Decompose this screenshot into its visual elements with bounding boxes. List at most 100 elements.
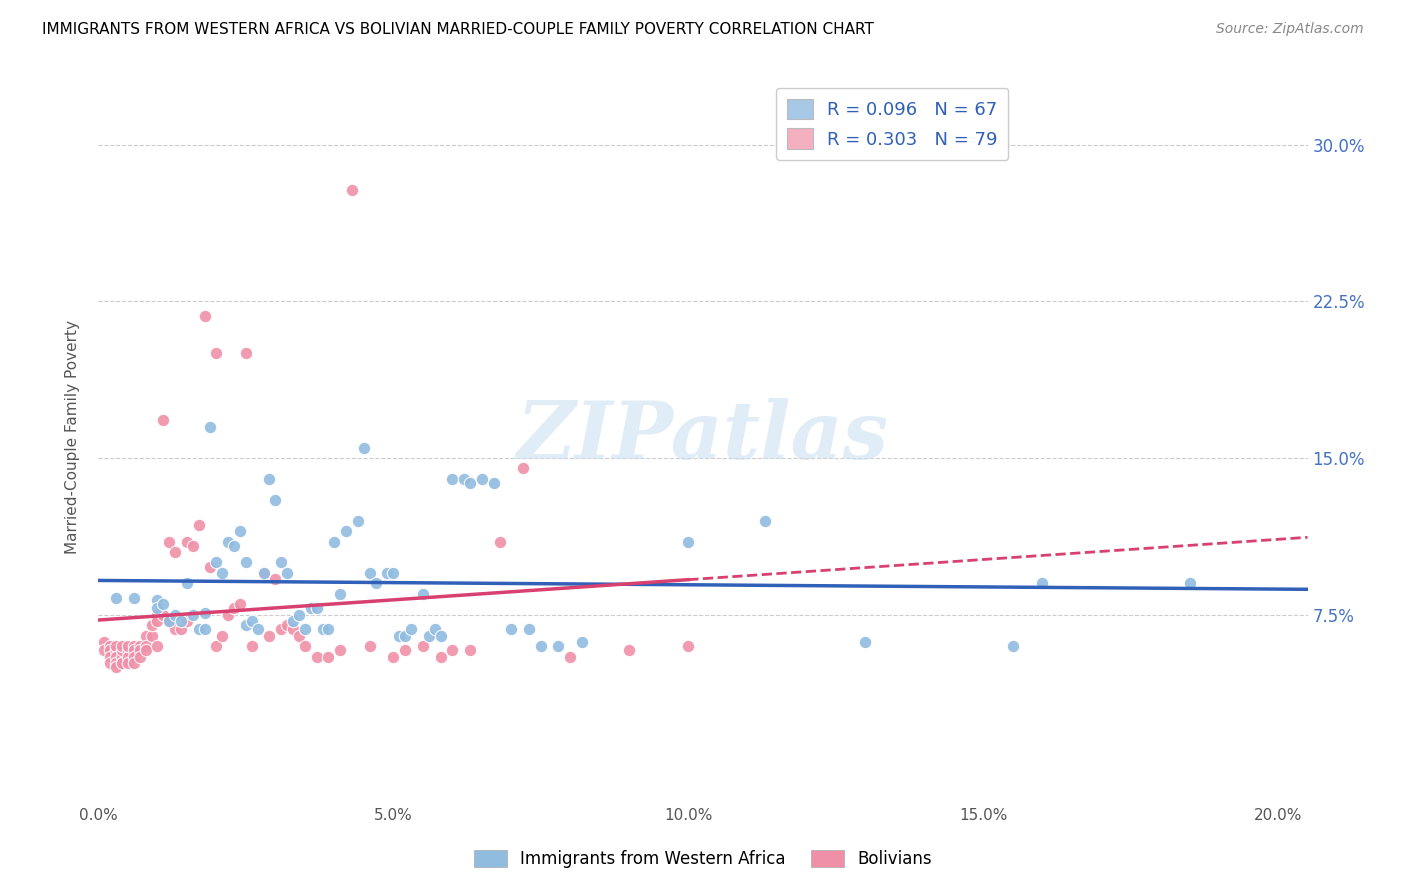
- Point: [512, 461, 534, 475]
- Point: [105, 649, 128, 664]
- Point: [259, 629, 281, 643]
- Point: [335, 524, 357, 538]
- Point: [152, 413, 174, 427]
- Point: [157, 614, 180, 628]
- Point: [377, 566, 399, 580]
- Point: [170, 614, 193, 628]
- Point: [152, 597, 174, 611]
- Point: [122, 639, 145, 653]
- Text: IMMIGRANTS FROM WESTERN AFRICA VS BOLIVIAN MARRIED-COUPLE FAMILY POVERTY CORRELA: IMMIGRANTS FROM WESTERN AFRICA VS BOLIVI…: [42, 22, 875, 37]
- Point: [146, 607, 169, 622]
- Point: [441, 472, 464, 486]
- Point: [235, 618, 257, 632]
- Point: [299, 601, 322, 615]
- Point: [235, 346, 257, 360]
- Point: [547, 639, 569, 653]
- Point: [458, 643, 481, 657]
- Point: [93, 643, 115, 657]
- Point: [418, 629, 440, 643]
- Point: [1178, 576, 1201, 591]
- Point: [141, 629, 163, 643]
- Point: [229, 597, 252, 611]
- Point: [157, 534, 180, 549]
- Point: [259, 472, 281, 486]
- Point: [111, 643, 134, 657]
- Point: [229, 524, 252, 538]
- Point: [135, 643, 157, 657]
- Point: [294, 623, 316, 637]
- Point: [181, 607, 204, 622]
- Point: [117, 649, 139, 664]
- Point: [1001, 639, 1024, 653]
- Point: [157, 614, 180, 628]
- Point: [853, 635, 876, 649]
- Point: [488, 534, 510, 549]
- Point: [311, 623, 333, 637]
- Point: [281, 614, 304, 628]
- Point: [205, 556, 228, 570]
- Point: [252, 566, 274, 580]
- Point: [165, 607, 187, 622]
- Point: [382, 649, 405, 664]
- Point: [429, 629, 451, 643]
- Point: [347, 514, 370, 528]
- Point: [399, 623, 422, 637]
- Point: [429, 649, 451, 664]
- Point: [128, 643, 150, 657]
- Point: [128, 639, 150, 653]
- Point: [240, 614, 263, 628]
- Point: [187, 517, 209, 532]
- Point: [305, 649, 328, 664]
- Point: [105, 660, 128, 674]
- Point: [458, 476, 481, 491]
- Point: [517, 623, 540, 637]
- Point: [181, 539, 204, 553]
- Point: [329, 587, 352, 601]
- Point: [276, 566, 298, 580]
- Point: [281, 623, 304, 637]
- Point: [200, 419, 222, 434]
- Point: [165, 623, 187, 637]
- Point: [117, 656, 139, 670]
- Point: [394, 629, 416, 643]
- Point: [111, 649, 134, 664]
- Point: [340, 184, 363, 198]
- Point: [187, 623, 209, 637]
- Point: [217, 534, 239, 549]
- Point: [217, 607, 239, 622]
- Point: [318, 649, 340, 664]
- Point: [194, 623, 217, 637]
- Legend: R = 0.096   N = 67, R = 0.303   N = 79: R = 0.096 N = 67, R = 0.303 N = 79: [776, 87, 1008, 160]
- Point: [111, 639, 134, 653]
- Point: [211, 629, 233, 643]
- Point: [105, 656, 128, 670]
- Point: [111, 656, 134, 670]
- Point: [176, 576, 198, 591]
- Point: [329, 643, 352, 657]
- Point: [98, 639, 121, 653]
- Point: [423, 623, 446, 637]
- Point: [194, 606, 217, 620]
- Point: [388, 629, 411, 643]
- Point: [678, 534, 700, 549]
- Point: [146, 593, 169, 607]
- Point: [122, 656, 145, 670]
- Point: [146, 601, 169, 615]
- Point: [359, 639, 381, 653]
- Point: [323, 534, 346, 549]
- Point: [117, 643, 139, 657]
- Point: [288, 607, 311, 622]
- Point: [678, 639, 700, 653]
- Point: [141, 618, 163, 632]
- Text: ZIPatlas: ZIPatlas: [517, 399, 889, 475]
- Point: [146, 614, 169, 628]
- Point: [305, 601, 328, 615]
- Point: [98, 649, 121, 664]
- Point: [240, 639, 263, 653]
- Point: [105, 643, 128, 657]
- Point: [194, 309, 217, 323]
- Point: [264, 572, 287, 586]
- Point: [122, 591, 145, 605]
- Point: [619, 643, 641, 657]
- Point: [98, 643, 121, 657]
